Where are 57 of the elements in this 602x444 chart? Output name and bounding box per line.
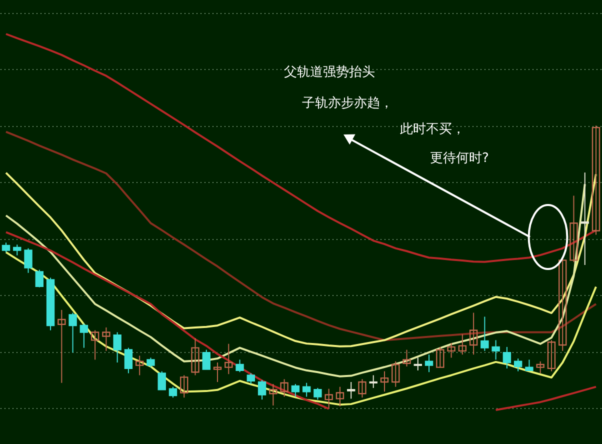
candlestick	[258, 380, 266, 400]
candlestick	[102, 326, 110, 352]
candlestick	[180, 374, 188, 398]
candlestick	[514, 358, 522, 372]
candlestick	[58, 309, 66, 384]
candlestick	[369, 374, 378, 388]
candlestick	[558, 258, 567, 352]
candlestick	[24, 248, 32, 274]
candlestick	[424, 354, 434, 373]
candlestick	[224, 343, 233, 375]
candlestick	[414, 357, 422, 371]
candlestick	[202, 349, 210, 370]
candlestick	[592, 125, 600, 236]
candlestick	[392, 360, 400, 388]
candlestick	[124, 347, 133, 374]
candlestick	[314, 387, 322, 400]
text: 子轨亦步亦趋，	[302, 96, 393, 111]
candlestick	[324, 388, 333, 409]
candlestick	[336, 386, 344, 407]
candlestick	[35, 269, 44, 288]
candlestick	[168, 386, 178, 398]
candlestick	[358, 378, 366, 398]
candlestick	[469, 312, 478, 356]
candlestick	[13, 244, 22, 256]
candlestick	[480, 316, 489, 352]
candlestick	[191, 338, 200, 376]
candlestick	[68, 312, 77, 354]
candlestick	[525, 359, 534, 372]
candlestick	[570, 195, 578, 263]
candlestick	[536, 360, 544, 374]
candlestick	[402, 349, 411, 367]
candlestick	[146, 357, 155, 368]
candlestick	[502, 346, 512, 369]
candlestick	[269, 383, 278, 406]
candlestick	[291, 383, 300, 398]
candlestick	[236, 359, 244, 373]
candlestick	[2, 242, 10, 253]
candlestick	[135, 355, 144, 376]
candlestick	[302, 382, 311, 398]
candlestick	[158, 370, 166, 390]
annotation: 此时不买，	[400, 122, 465, 137]
candlestick	[246, 372, 256, 384]
candlestick	[113, 332, 122, 364]
candlestick	[580, 172, 589, 266]
candlestick	[280, 378, 288, 398]
candlestick	[447, 342, 456, 358]
candlestick	[90, 330, 100, 360]
candlestick	[547, 340, 556, 372]
candlestick	[213, 362, 222, 383]
candlestick	[80, 322, 88, 348]
candlestick	[346, 382, 356, 400]
candlestick	[380, 370, 389, 392]
candlestick	[436, 346, 444, 368]
text: 父轨道强势抬头	[284, 65, 375, 80]
annotation: 更待何时?	[430, 151, 489, 166]
candlestick	[492, 340, 500, 360]
candlestick	[458, 334, 467, 356]
